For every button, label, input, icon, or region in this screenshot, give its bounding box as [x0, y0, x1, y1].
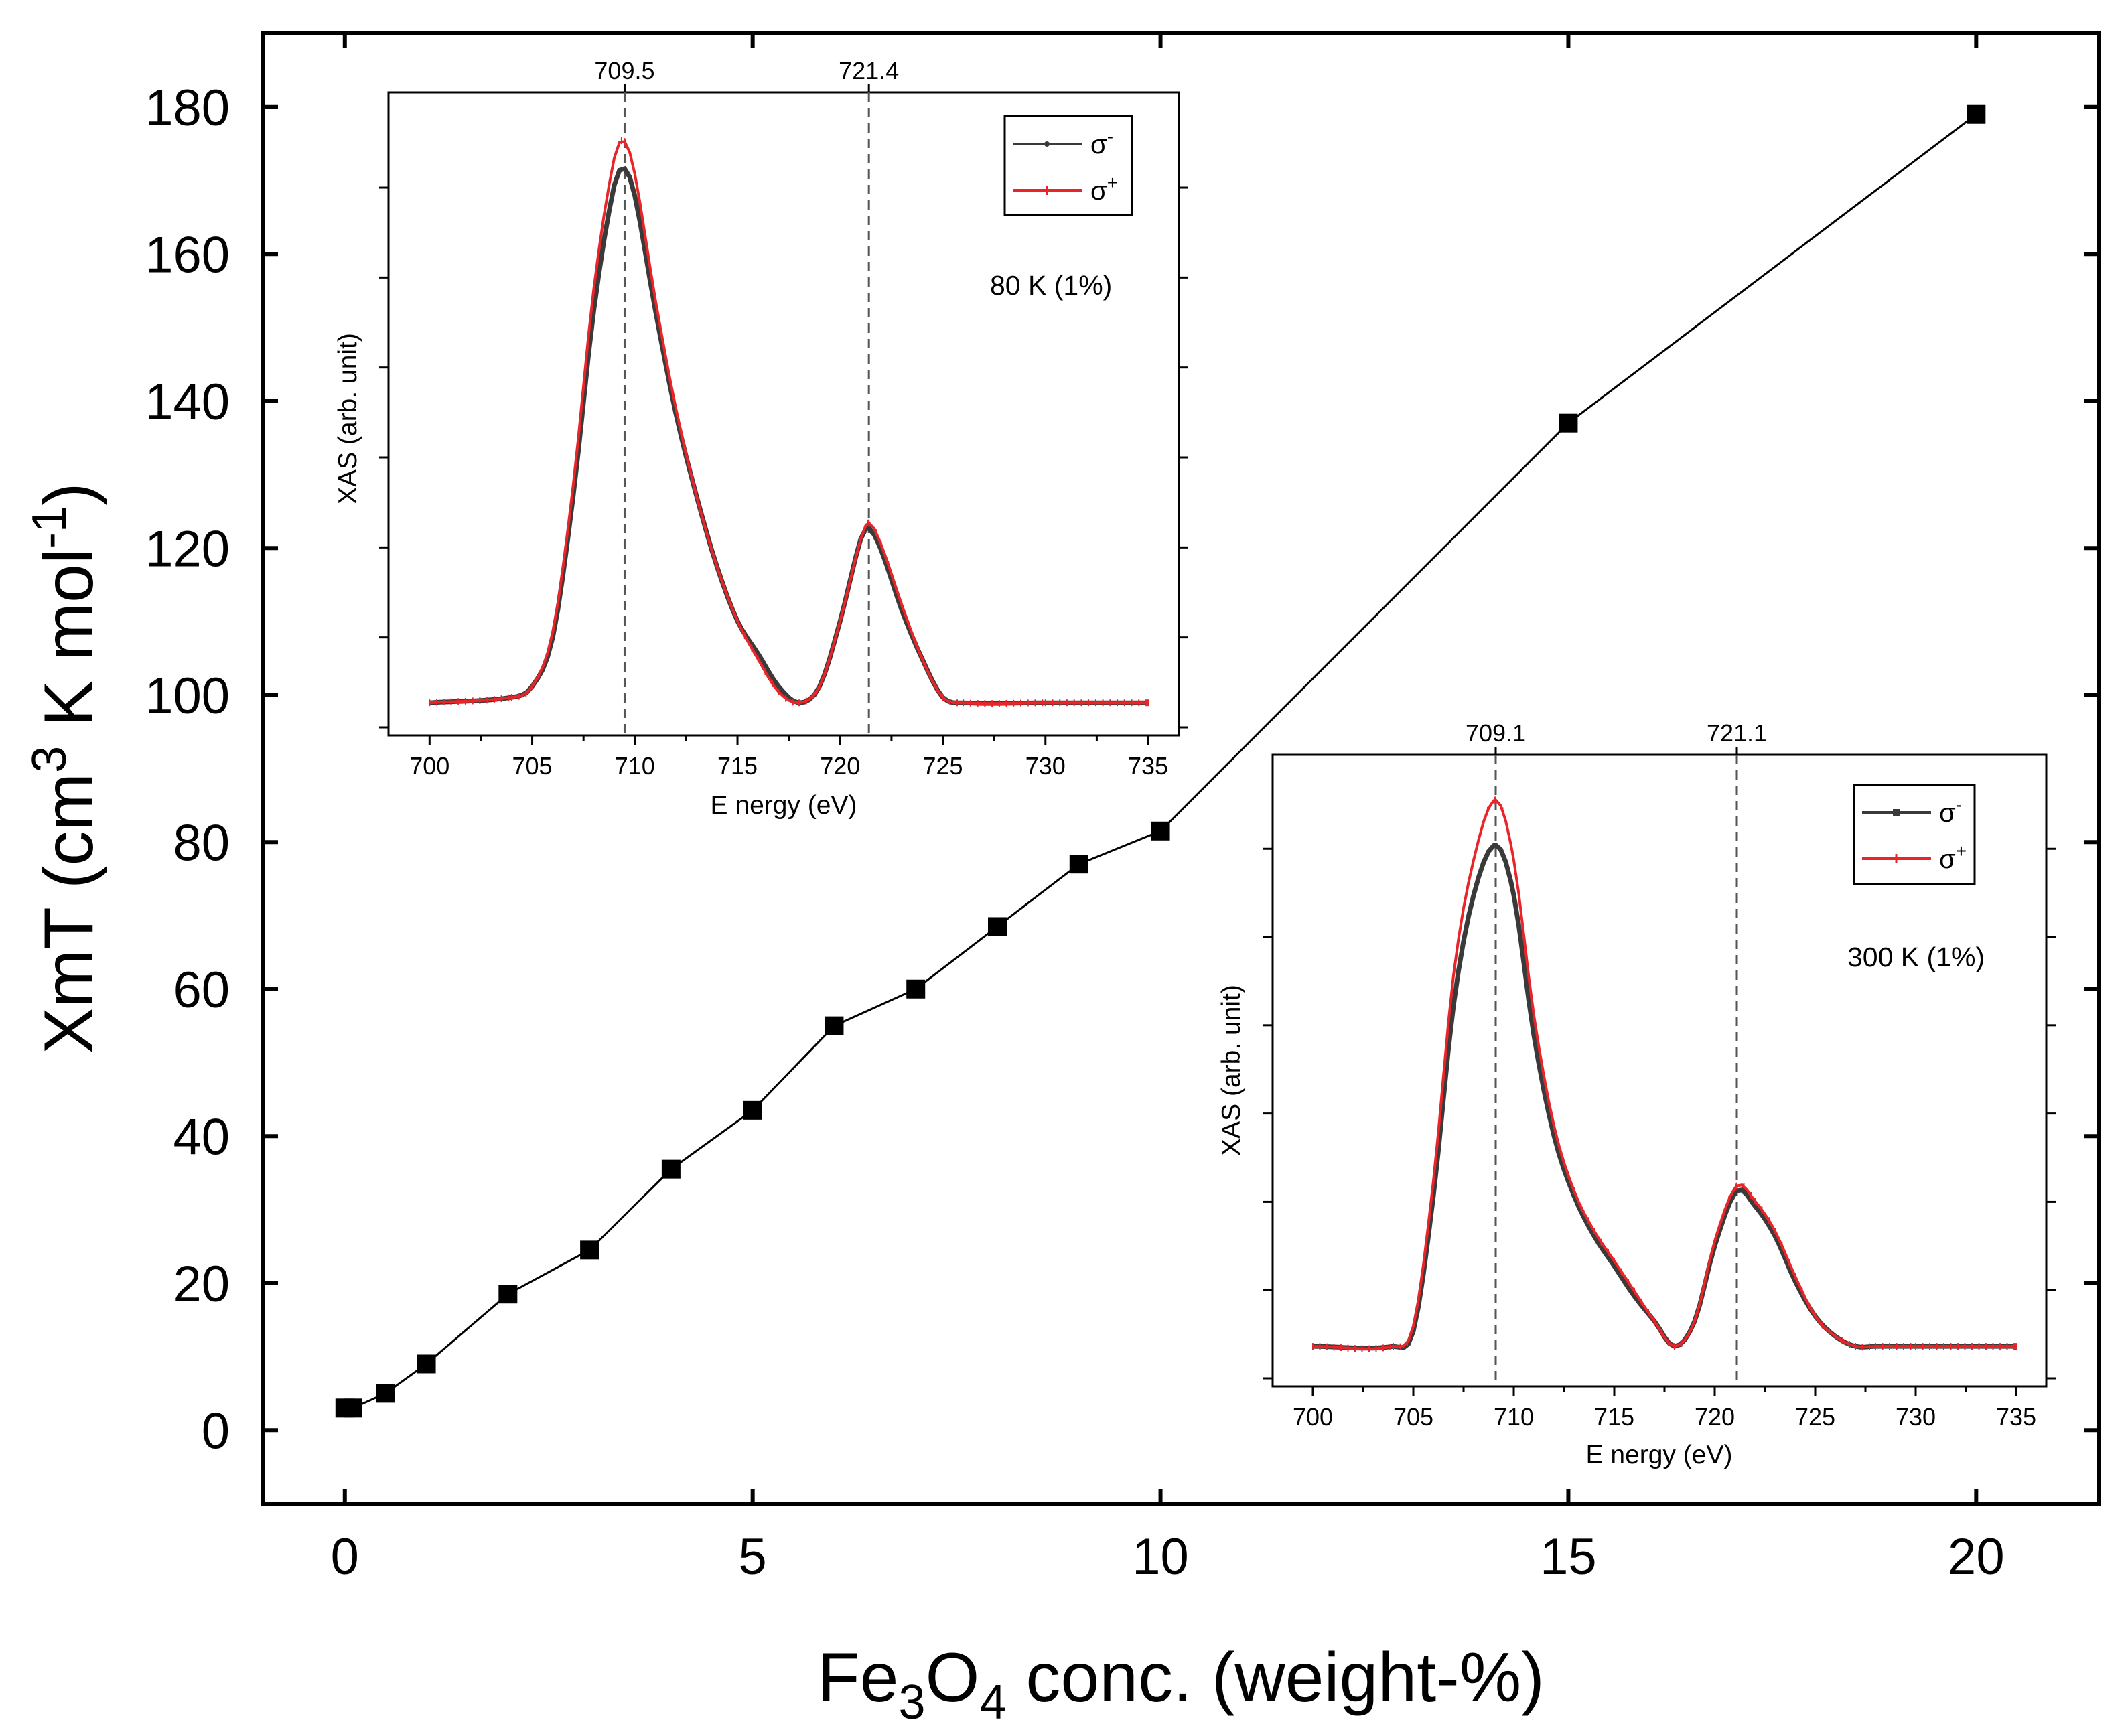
inset-300k-y-axis-label: XAS (arb. unit)	[1217, 985, 1246, 1156]
main-data-point	[743, 1100, 762, 1120]
inset-300k-sigma-plus-markers	[1312, 796, 2017, 1352]
main-data-point	[417, 1354, 436, 1374]
main-data-point	[1967, 104, 1986, 124]
main-x-tick-label: 15	[1540, 1528, 1597, 1585]
legend-sigma-minus-label: σ-	[1090, 126, 1113, 159]
legend-sigma-plus-label: σ+	[1939, 841, 1967, 874]
inset-80k-y-axis-label: XAS (arb. unit)	[334, 333, 362, 504]
main-data-point	[661, 1159, 681, 1179]
main-data-point	[906, 979, 926, 999]
inset-300k-x-tick-label: 705	[1393, 1403, 1433, 1431]
inset-80k-legend: σ- σ+	[1003, 115, 1133, 216]
legend-sigma-plus-label: σ+	[1090, 172, 1118, 206]
inset-80k-annotation: 80 K (1%)	[990, 270, 1112, 301]
inset-300k-x-tick-label: 730	[1896, 1403, 1936, 1431]
inset-80k-x-axis-label: E nergy (eV)	[711, 791, 857, 820]
legend-sigma-minus-label: σ-	[1939, 794, 1962, 828]
main-y-tick-label: 0	[202, 1402, 230, 1459]
inset-80k-x-tick-label: 720	[820, 752, 860, 780]
main-y-axis-label: XmT (cm3 K mol-1)	[23, 482, 108, 1054]
inset-300k-x-tick-label: 710	[1494, 1403, 1534, 1431]
main-data-point	[376, 1384, 395, 1403]
main-data-point	[1559, 413, 1578, 433]
inset-300k: 700 705 710 715 720 725 730 735 709.1 721.1 E ner…	[1217, 719, 2056, 1469]
main-y-tick-label: 180	[145, 80, 230, 137]
main-y-tick-label: 100	[145, 668, 230, 725]
inset-80k-x-tick-label: 725	[922, 752, 963, 780]
inset-300k-x-tick-label: 735	[1996, 1403, 2036, 1431]
main-plot-frame	[261, 31, 2101, 1506]
main-y-ticks: 0 20 40 60 80 100 120 140 160 180	[145, 80, 2099, 1459]
main-y-tick-label: 40	[173, 1108, 230, 1165]
main-y-tick-label: 80	[173, 814, 230, 871]
inset-300k-x-tick-label: 700	[1293, 1403, 1333, 1431]
inset-80k-x-tick-label: 715	[717, 752, 758, 780]
main-y-tick-label: 60	[173, 962, 230, 1019]
inset-80k-x-tick-label: 700	[409, 752, 449, 780]
main-x-tick-label: 10	[1132, 1528, 1189, 1585]
main-series	[335, 104, 1986, 1418]
inset-80k-x-tick-label: 705	[512, 752, 553, 780]
inset-80k-x-tick-label: 710	[615, 752, 655, 780]
inset-300k-x-tick-label: 725	[1795, 1403, 1835, 1431]
main-y-tick-label: 20	[173, 1256, 230, 1313]
main-x-ticks: 0 5 10 15 20	[331, 33, 2005, 1585]
main-x-axis-label: Fe3O4 conc. (weight-%)	[817, 1639, 1545, 1729]
inset-80k-legend-box	[1003, 115, 1133, 216]
main-y-tick-label: 160	[145, 226, 230, 283]
inset-300k-peak-label: 709.1	[1466, 719, 1526, 747]
inset-80k-frame	[387, 91, 1180, 737]
inset-300k-x-tick-label: 715	[1594, 1403, 1634, 1431]
main-x-tick-label: 5	[739, 1528, 767, 1585]
inset-300k-legend: σ- σ+	[1853, 784, 1976, 885]
inset-300k-peak-label: 721.1	[1707, 719, 1767, 747]
inset-80k: 700 705 710 715 720 725 730 735 709.5 721.4 E ner…	[334, 57, 1188, 820]
legend-sigma-minus-marker	[1044, 141, 1050, 147]
inset-300k-x-axis-label: E nergy (eV)	[1586, 1441, 1733, 1469]
main-data-point	[825, 1016, 844, 1035]
main-data-point	[1069, 855, 1088, 874]
main-plot: 0 5 10 15 20 0 20 40 60 80 100 120 140 160 180 Fe3O4 …	[23, 31, 2101, 1729]
inset-80k-x-tick-label: 735	[1128, 752, 1168, 780]
main-x-tick-label: 20	[1948, 1528, 2005, 1585]
main-data-point	[498, 1285, 518, 1304]
inset-300k-x-tick-label: 720	[1695, 1403, 1735, 1431]
main-data-point	[988, 917, 1007, 936]
main-data-point	[580, 1240, 599, 1260]
inset-300k-annotation: 300 K (1%)	[1847, 942, 1985, 972]
legend-sigma-minus-marker	[1893, 809, 1900, 816]
inset-80k-peak-label: 709.5	[594, 57, 654, 84]
inset-80k-x-tick-label: 730	[1025, 752, 1066, 780]
main-x-tick-label: 0	[331, 1528, 359, 1585]
inset-80k-sigma-plus-markers	[429, 137, 1149, 707]
main-data-point	[343, 1398, 362, 1418]
inset-80k-peak-label: 721.4	[839, 57, 899, 84]
inset-300k-legend-box	[1853, 784, 1976, 885]
main-data-point	[1151, 821, 1170, 841]
inset-300k-frame	[1271, 753, 2048, 1388]
main-y-tick-label: 120	[145, 520, 230, 577]
main-y-tick-label: 140	[145, 374, 230, 431]
